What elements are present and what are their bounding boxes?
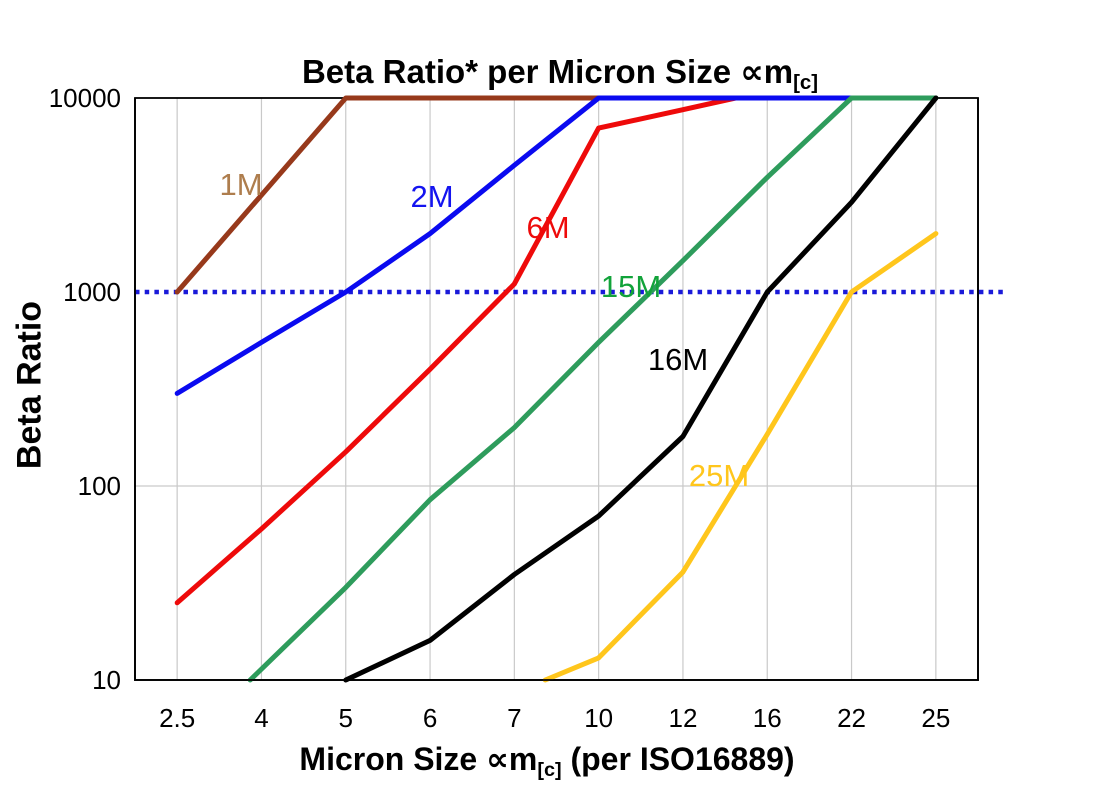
y-tick-label: 100 (78, 471, 121, 501)
x-tick-label: 7 (507, 703, 521, 733)
y-tick-label: 1000 (63, 277, 121, 307)
x-tick-label: 5 (339, 703, 353, 733)
x-axis-title-subscript: [c] (537, 758, 562, 781)
x-tick-label: 25 (921, 703, 950, 733)
axis-frame (134, 98, 979, 681)
x-axis-title: Micron Size ∝m[c] (per ISO16889) (0, 740, 1094, 781)
series-line-6M (174, 95, 739, 606)
series-label-16M: 16M (648, 342, 708, 377)
series-line-1M (174, 95, 602, 295)
x-tick-label: 2.5 (159, 703, 195, 733)
series-label-15M: 15M (601, 269, 661, 304)
y-tick-label: 10 (92, 665, 121, 695)
y-tick-label: 10000 (49, 83, 121, 113)
series-label-25M: 25M (689, 458, 749, 493)
x-axis-title-post: (per ISO16889) (561, 741, 795, 777)
x-axis-title-pre: Micron Size ∝m (299, 741, 538, 777)
series-line-2M (174, 95, 854, 396)
series-line-25M (542, 231, 939, 683)
chart-title-main: Beta Ratio* per Micron Size ∝m (301, 53, 794, 90)
series-label-1M: 1M (219, 167, 262, 202)
x-tick-label: 12 (668, 703, 697, 733)
series-line-15M (247, 95, 939, 683)
chart-title-subscript: [c] (793, 70, 819, 94)
x-tick-label: 10 (584, 703, 613, 733)
series-label-2M: 2M (410, 179, 453, 214)
series-label-6M: 6M (526, 210, 569, 245)
x-tick-label: 6 (423, 703, 437, 733)
x-tick-label: 22 (837, 703, 866, 733)
series-line-16M (343, 95, 939, 683)
chart-title: Beta Ratio* per Micron Size ∝m[c] (13, 52, 1094, 94)
x-tick-label: 4 (254, 703, 268, 733)
x-tick-label: 16 (753, 703, 782, 733)
